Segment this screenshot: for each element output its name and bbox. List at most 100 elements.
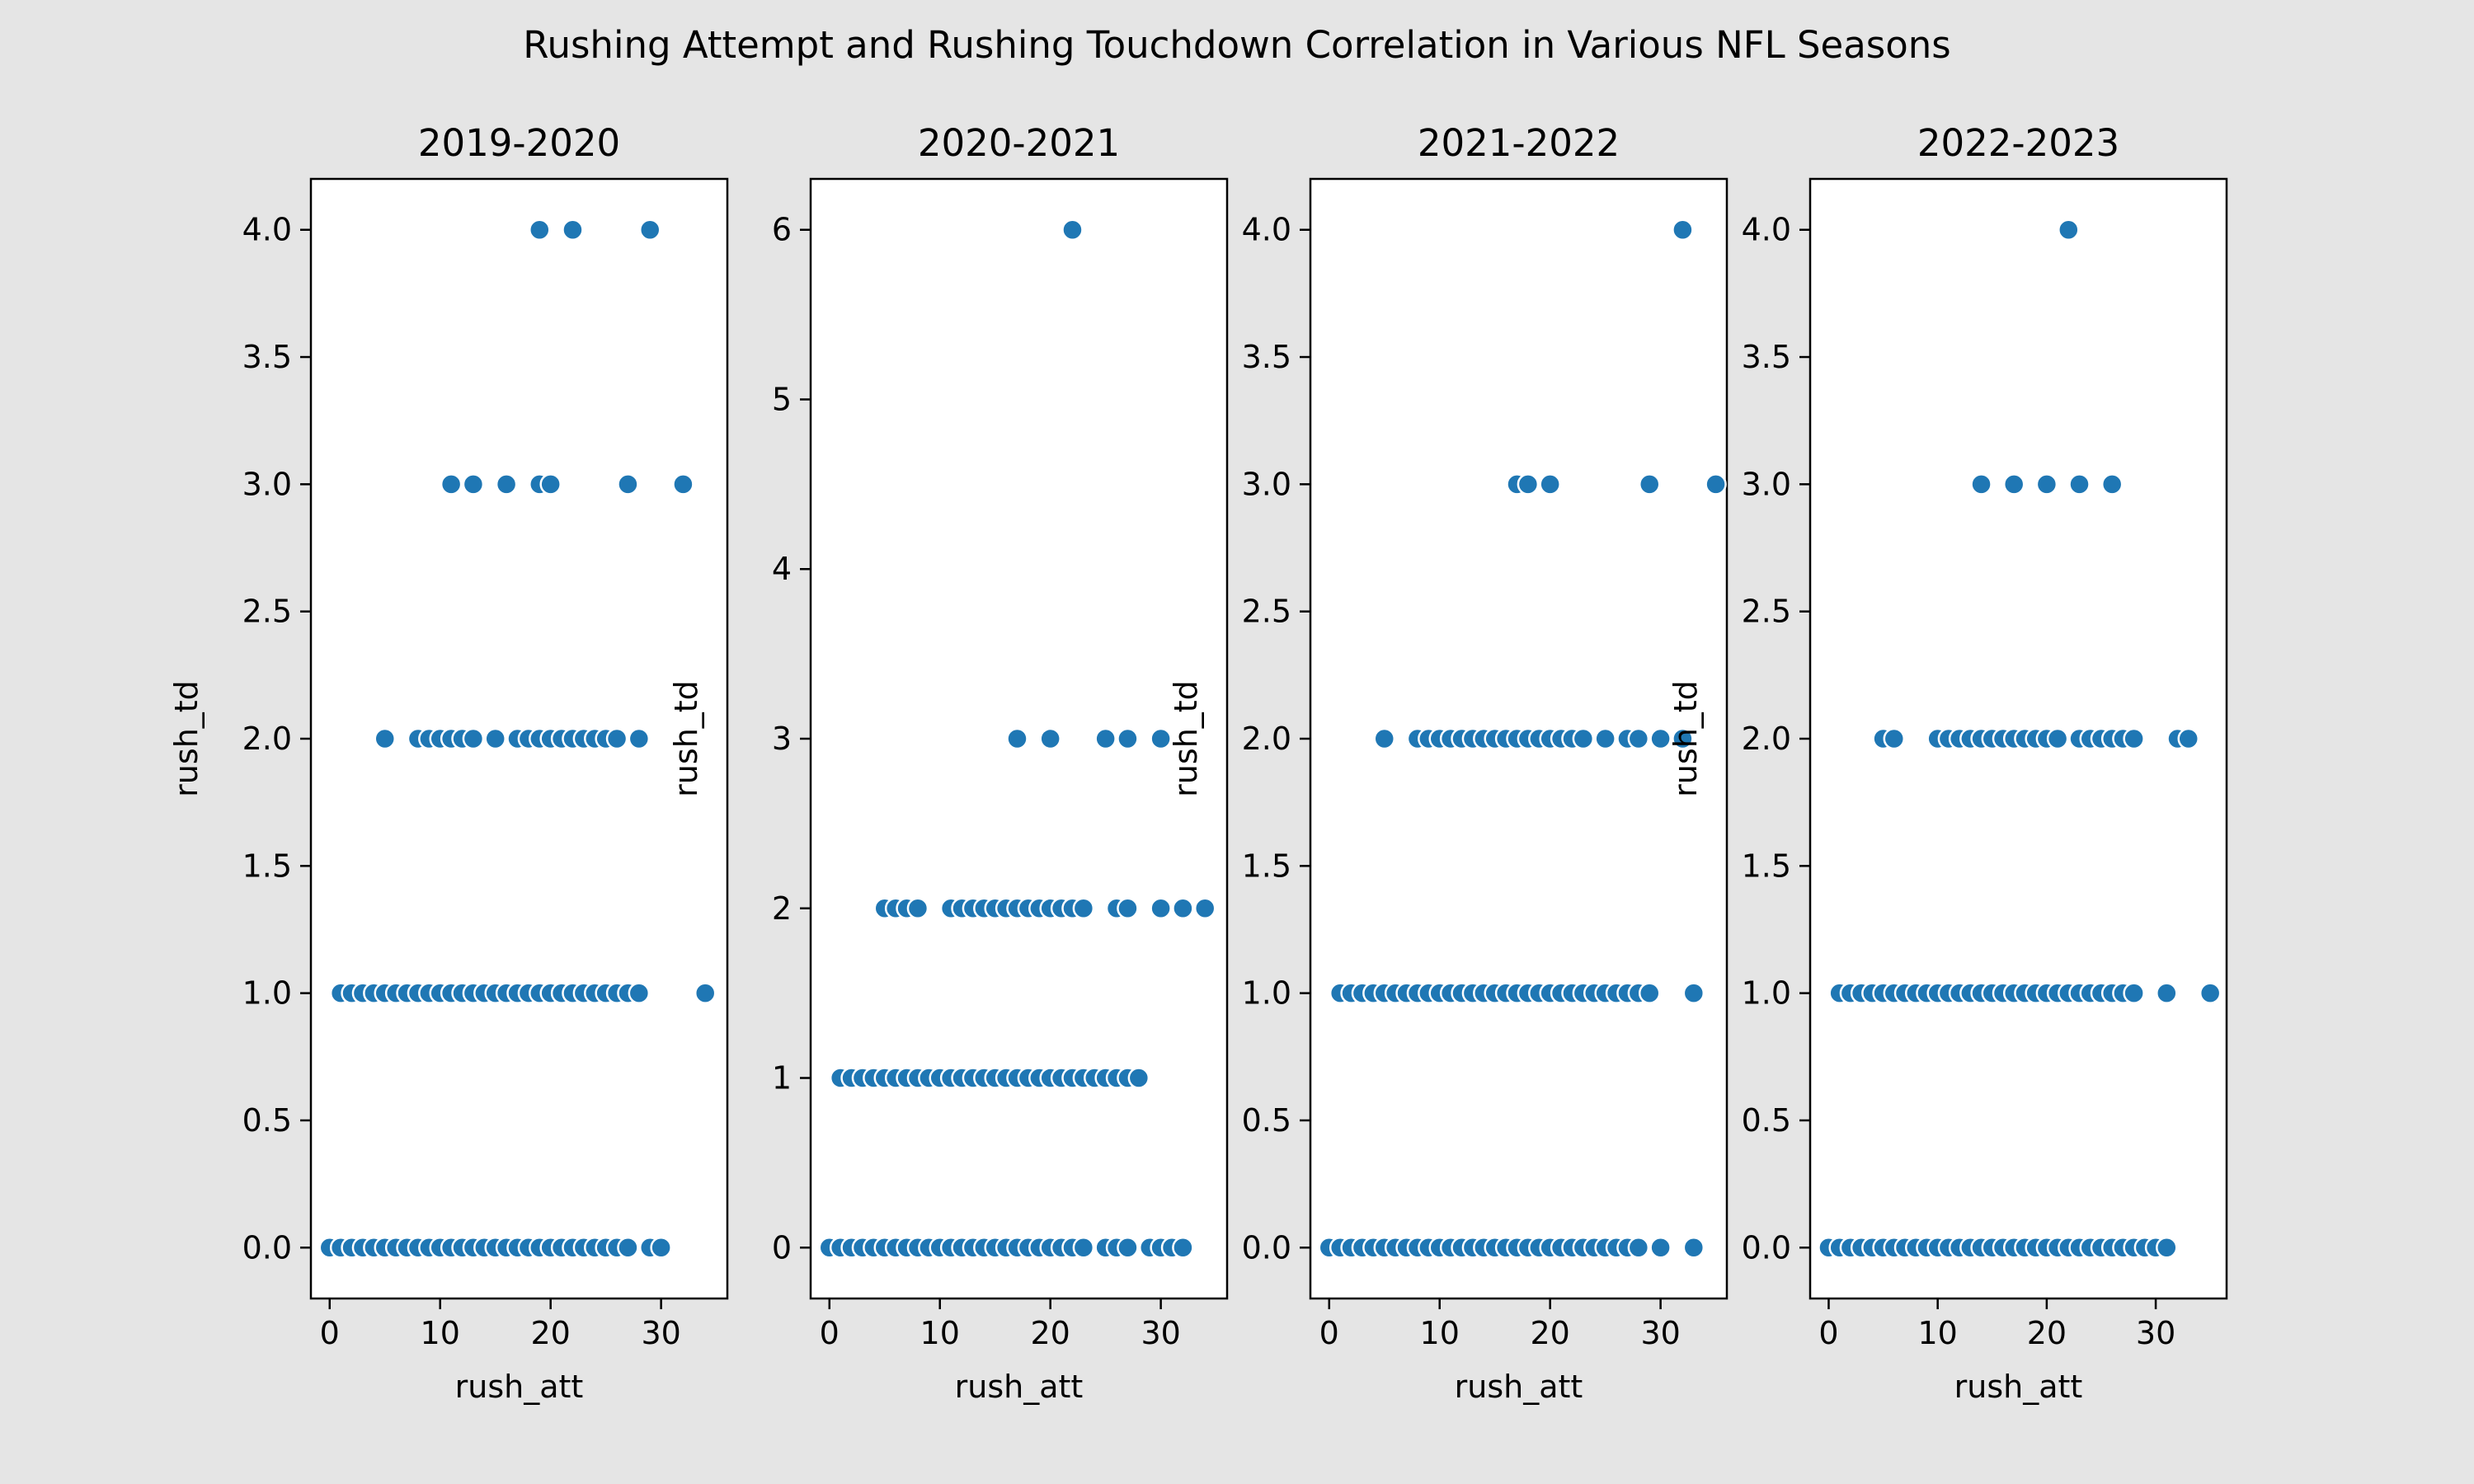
x-tick-label: 0 (320, 1315, 340, 1351)
x-tick-label: 0 (1319, 1315, 1339, 1351)
x-tick-label: 10 (920, 1315, 960, 1351)
y-tick-label: 4.0 (242, 212, 292, 248)
y-tick-label: 1.5 (1242, 848, 1291, 884)
data-point (1672, 218, 1694, 241)
data-point (2046, 727, 2069, 750)
data-point (2058, 218, 2080, 241)
x-tick-label: 20 (1530, 1315, 1569, 1351)
y-axis-label: rush_td (668, 680, 704, 797)
data-point (1883, 727, 1906, 750)
data-point (562, 218, 584, 241)
x-tick-label: 20 (2027, 1315, 2067, 1351)
subplot-title: 2019-2020 (418, 121, 620, 165)
y-tick-label: 3 (772, 721, 792, 757)
data-point (672, 473, 694, 495)
subplot-title: 2021-2022 (1418, 121, 1620, 165)
y-tick-label: 3.0 (242, 466, 292, 502)
data-point (1172, 897, 1194, 920)
y-tick-label: 0.5 (242, 1102, 292, 1139)
x-tick-label: 0 (1818, 1315, 1838, 1351)
y-tick-label: 5 (772, 381, 792, 417)
data-point (2123, 727, 2145, 750)
data-point (906, 897, 929, 920)
data-point (1127, 1067, 1150, 1089)
data-point (1705, 473, 1727, 495)
data-point (1039, 727, 1061, 750)
data-point (2035, 473, 2058, 495)
y-tick-label: 1 (772, 1060, 792, 1097)
data-point (2002, 473, 2025, 495)
y-tick-label: 1.0 (242, 975, 292, 1012)
y-tick-label: 0.0 (242, 1229, 292, 1266)
data-point (1682, 1237, 1705, 1259)
y-tick-label: 4 (772, 551, 792, 587)
data-point (484, 727, 506, 750)
data-point (1672, 727, 1694, 750)
y-tick-label: 2.0 (1742, 721, 1791, 757)
figure-title: Rushing Attempt and Rushing Touchdown Co… (523, 23, 1951, 67)
x-tick-label: 10 (1917, 1315, 1957, 1351)
data-point (2156, 1237, 2178, 1259)
x-axis-label: rush_att (1954, 1369, 2083, 1405)
data-point (1649, 727, 1672, 750)
data-point (529, 218, 551, 241)
data-point (1638, 982, 1661, 1004)
y-axis-label: rush_td (1667, 680, 1704, 797)
subplot-title: 2020-2021 (918, 121, 1120, 165)
data-point (462, 473, 485, 495)
y-tick-label: 1.5 (1742, 848, 1791, 884)
y-tick-label: 3.5 (242, 339, 292, 375)
subplot-4: 2022-2023 0 10 20 30 0.0 0.5 1.0 1.5 2.0 2.5 3.0 3.5… (1667, 121, 2228, 1405)
x-tick-label: 20 (530, 1315, 570, 1351)
y-axis-label: rush_td (168, 680, 205, 797)
subplot-2: 2020-2021 0 10 20 30 0 1 2 3 4 5 6 rush_att rush_td (668, 121, 1229, 1405)
y-tick-label: 4.0 (1242, 212, 1291, 248)
y-tick-label: 0.0 (1242, 1229, 1291, 1266)
y-tick-label: 2.5 (1242, 594, 1291, 630)
y-tick-label: 1.5 (242, 848, 292, 884)
data-point (1061, 218, 1084, 241)
y-tick-label: 1.0 (1242, 975, 1291, 1012)
data-point (617, 473, 639, 495)
data-point (1117, 727, 1139, 750)
x-tick-label: 30 (1640, 1315, 1680, 1351)
y-tick-label: 2.5 (242, 594, 292, 630)
data-point (495, 473, 518, 495)
y-tick-label: 0.5 (1242, 1102, 1291, 1139)
data-point (617, 1237, 639, 1259)
data-point (1594, 727, 1616, 750)
data-point (1193, 897, 1216, 920)
data-point (1970, 473, 1992, 495)
x-tick-label: 0 (820, 1315, 840, 1351)
data-point (1072, 1237, 1095, 1259)
data-point (539, 473, 562, 495)
data-point (628, 982, 651, 1004)
subplot-3: 2021-2022 0 10 20 30 0.0 0.5 1.0 1.5 2.0 2.5 3.0 3.5… (1168, 121, 1729, 1405)
data-point (1006, 727, 1028, 750)
y-tick-label: 2.0 (1242, 721, 1291, 757)
data-point (1682, 982, 1705, 1004)
data-point (2068, 473, 2091, 495)
data-point (1117, 1237, 1139, 1259)
subplot-title: 2022-2023 (1917, 121, 2119, 165)
data-point (462, 727, 485, 750)
data-point (2199, 982, 2222, 1004)
data-point (1150, 727, 1172, 750)
data-point (2177, 727, 2199, 750)
data-point (650, 1237, 672, 1259)
y-tick-label: 3.0 (1242, 466, 1291, 502)
x-tick-label: 30 (1141, 1315, 1180, 1351)
x-tick-label: 10 (1420, 1315, 1460, 1351)
data-point (2100, 473, 2124, 495)
data-point (2156, 982, 2178, 1004)
x-axis-label: rush_att (955, 1369, 1084, 1405)
data-point (1117, 897, 1139, 920)
y-tick-label: 6 (772, 212, 792, 248)
data-point (694, 982, 717, 1004)
x-tick-label: 30 (2136, 1315, 2175, 1351)
data-point (1572, 727, 1595, 750)
y-tick-label: 2 (772, 890, 792, 927)
data-point (1150, 897, 1172, 920)
